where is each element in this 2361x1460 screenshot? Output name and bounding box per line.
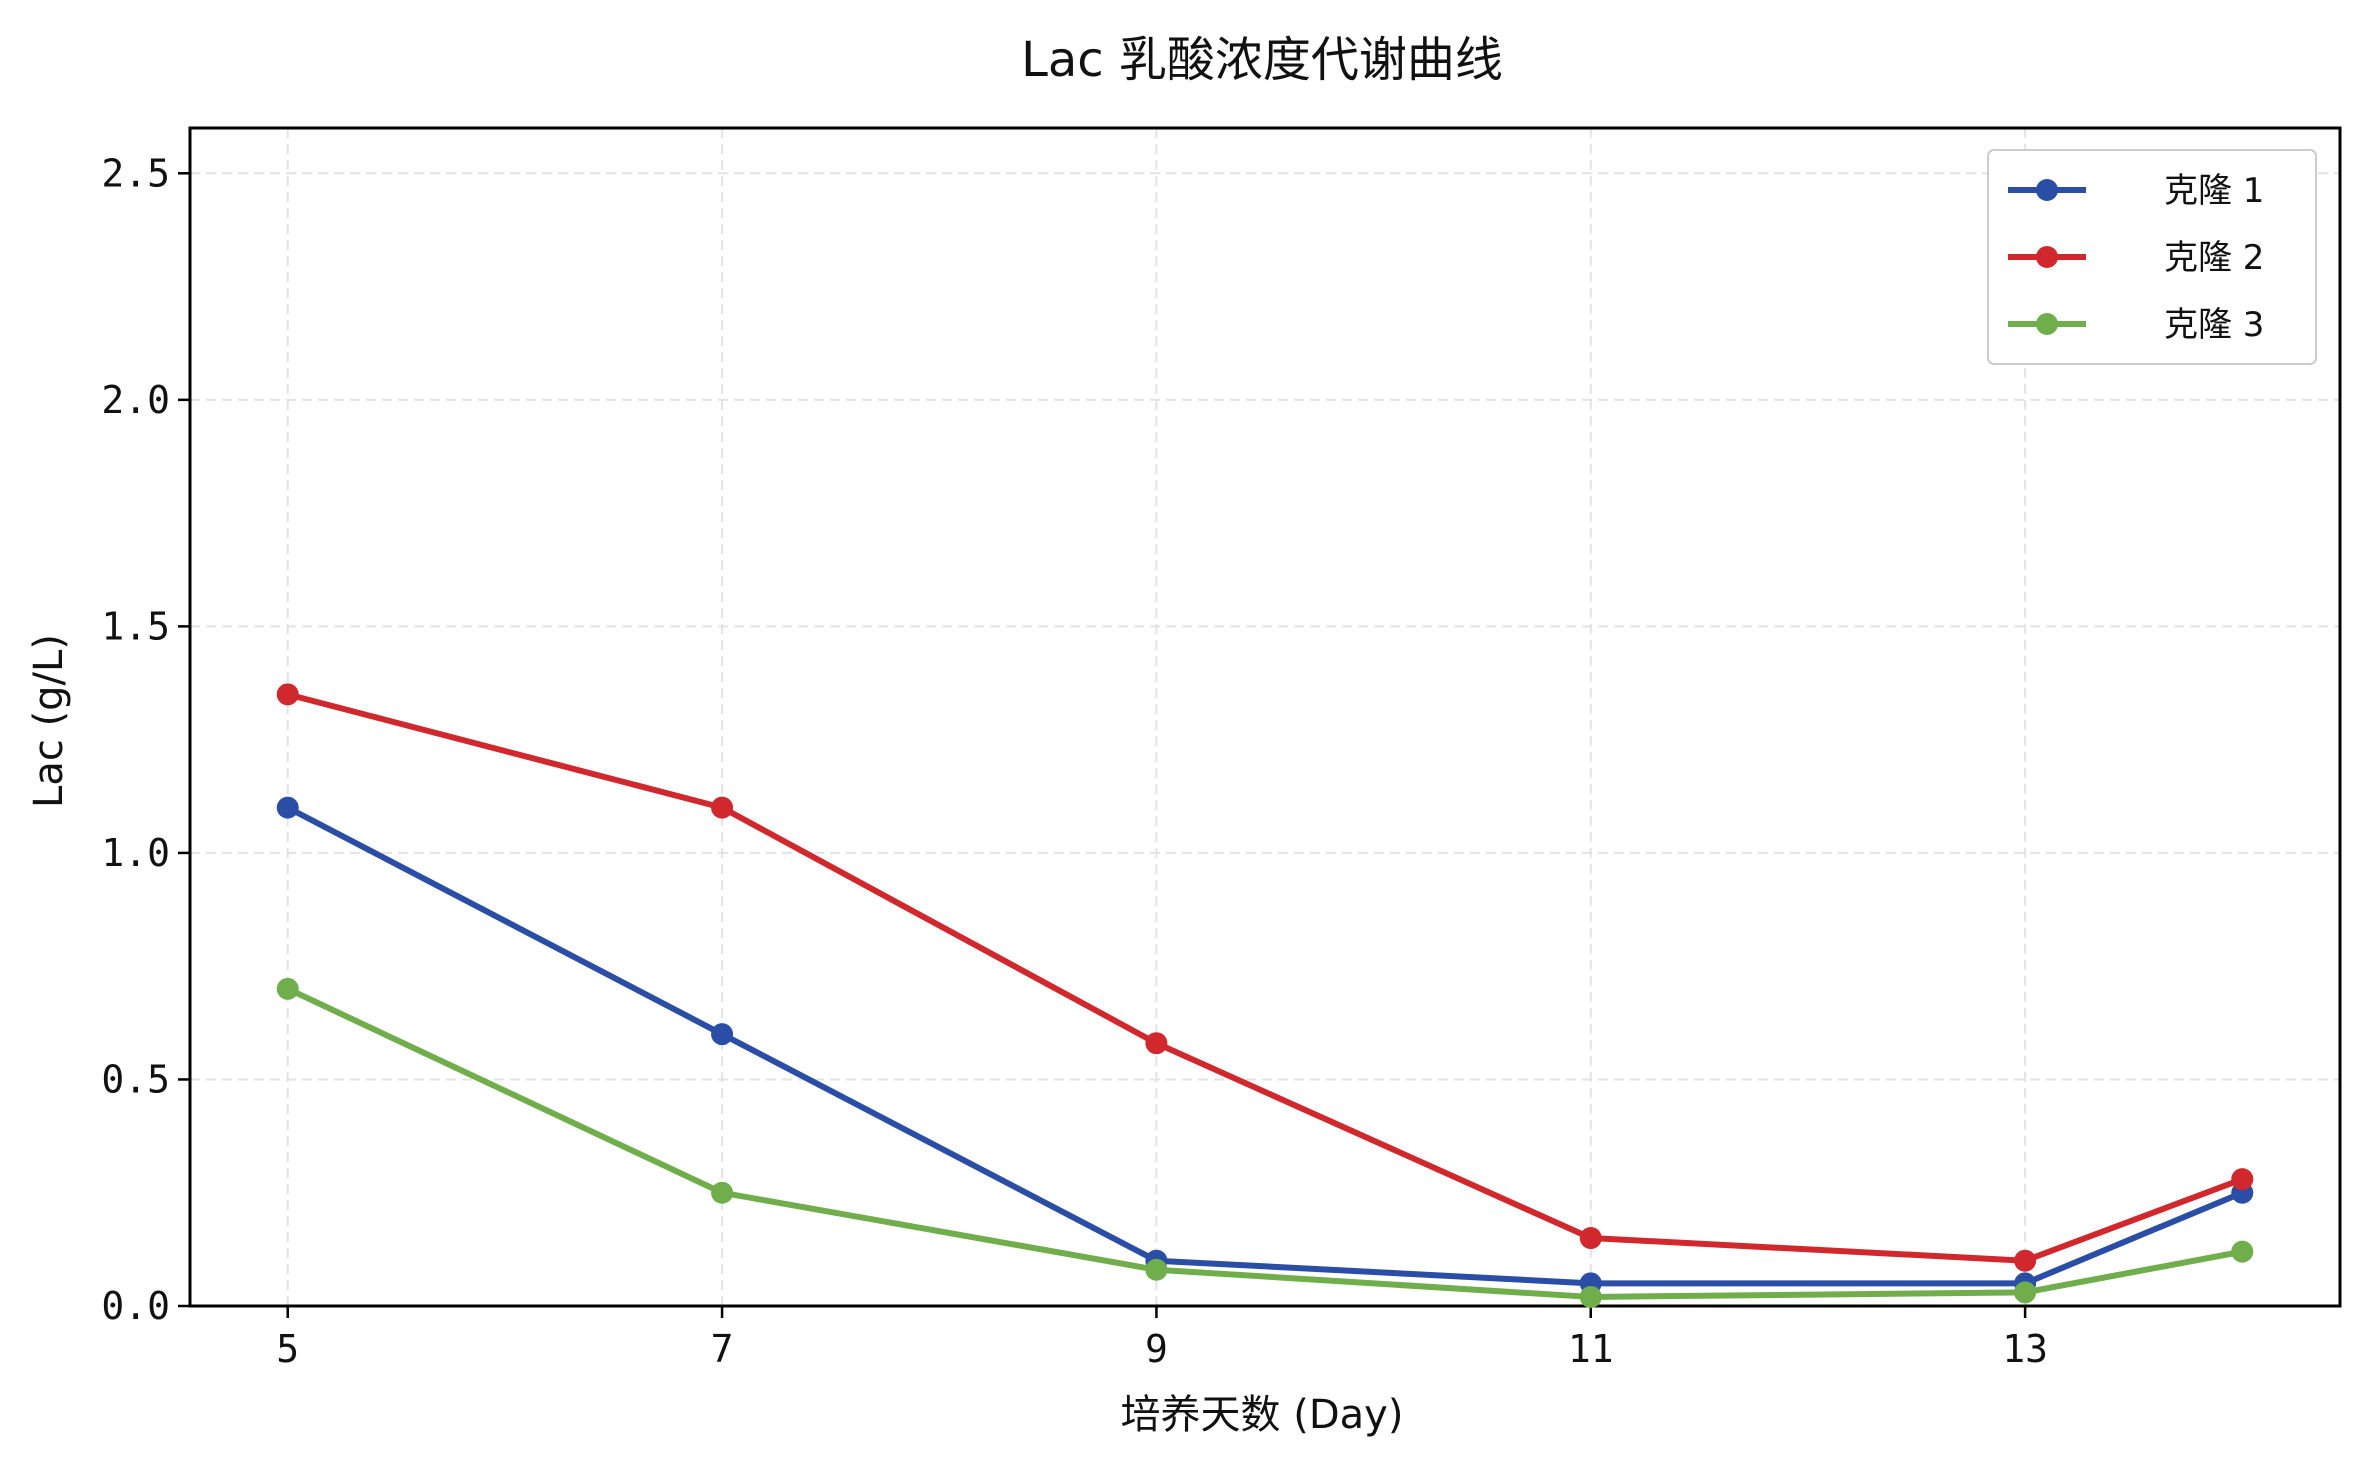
plot-frame (188, 126, 2342, 1308)
y-tick-label: 1.0 (101, 831, 170, 875)
data-point (1145, 1258, 1168, 1281)
legend-label: 克隆 1 (2164, 171, 2264, 211)
series-line (284, 985, 2246, 1300)
legend-item: 克隆 1 (2008, 171, 2264, 211)
legend-swatch-marker (2036, 246, 2058, 268)
x-axis-label: 培养天数 (Day) (1121, 1392, 1404, 1438)
chart-title: Lac 乳酸浓度代谢曲线 (1021, 32, 1503, 88)
data-point (276, 796, 299, 819)
data-point (276, 977, 299, 1000)
y-axis-label: Lac (g/L) (26, 634, 72, 808)
legend-item: 克隆 3 (2008, 305, 2264, 345)
legend-box (1987, 149, 2317, 365)
data-point (1579, 1285, 1602, 1308)
series-line (284, 691, 2246, 1264)
data-point (2014, 1249, 2037, 1272)
y-tick-label: 2.0 (101, 378, 170, 422)
y-tick-label: 0.0 (101, 1284, 170, 1328)
legend-label: 克隆 2 (2164, 238, 2264, 278)
legend-item: 克隆 2 (2008, 238, 2264, 278)
y-tick-label: 0.5 (101, 1057, 170, 1101)
grid (190, 128, 2340, 1306)
x-tick-label: 13 (2002, 1327, 2048, 1371)
legend-swatch-marker (2036, 313, 2058, 335)
series-line (284, 804, 2246, 1287)
axis-ticks: 5 7 9 11 13 0.0 0.5 1.0 1.5 2.0 2.5 (101, 151, 2048, 1371)
legend-label: 克隆 3 (2164, 305, 2264, 345)
legend: 克隆 1 克隆 2 克隆 3 (1987, 149, 2317, 365)
x-tick-label: 11 (1568, 1327, 1614, 1371)
x-tick-label: 7 (711, 1327, 734, 1371)
legend-swatch-marker (2036, 179, 2058, 201)
series-1 (276, 796, 2254, 1295)
data-point (711, 796, 734, 819)
series-2 (276, 683, 2254, 1272)
data-point (711, 1023, 734, 1046)
data-point (1579, 1227, 1602, 1250)
y-tick-label: 2.5 (101, 151, 170, 195)
x-tick-label: 5 (276, 1327, 299, 1371)
data-point (276, 683, 299, 706)
data-point (2014, 1281, 2037, 1304)
data-point (711, 1181, 734, 1204)
x-tick-label: 9 (1145, 1327, 1168, 1371)
series-group (276, 683, 2254, 1308)
y-tick-label: 1.5 (101, 604, 170, 648)
data-point (2231, 1240, 2254, 1263)
series-3 (276, 977, 2254, 1308)
data-point (2231, 1168, 2254, 1191)
data-point (1145, 1032, 1168, 1055)
